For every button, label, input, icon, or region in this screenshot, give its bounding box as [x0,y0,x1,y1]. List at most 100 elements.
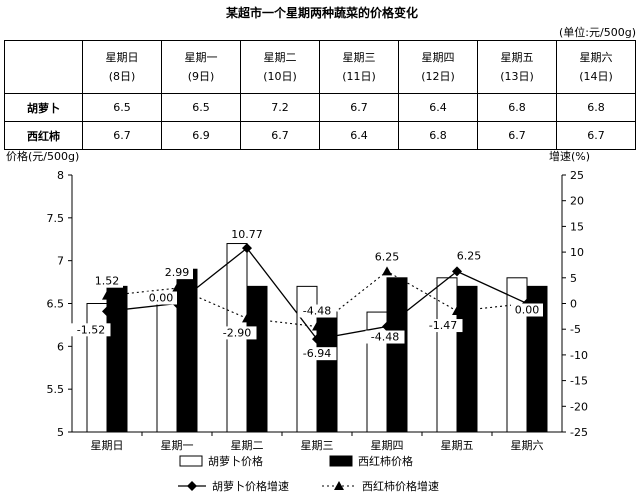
table-cell: 6.8 [556,93,636,122]
y2-tick-label: 10 [570,246,584,259]
carrot-growth-point [102,306,112,317]
data-label-bg [371,250,403,264]
tomato-growth-label: -2.90 [223,326,251,339]
y2-tick-label: -10 [570,349,588,362]
legend-carrot-price-label: 胡萝卜价格 [208,454,263,468]
y2-tick-label: -5 [570,323,581,336]
data-label-bg [297,347,337,361]
legend-tomato-price-swatch [329,455,353,467]
y2-tick-label: -15 [570,375,588,388]
day-date: (10日) [263,70,297,83]
header-cell: 星期一 (9日) [161,40,241,94]
header-cell: 星期四 (12日) [398,40,478,94]
y-tick-label: 6.5 [47,298,65,311]
row-label: 胡萝卜 [4,93,83,122]
tomato-growth-point [452,306,462,316]
price-chart: 价格(元/500g) 增速(%) 5 5.5 6 6.5 7 7.5 8 -25 -20 -15 -10… [6,149,590,493]
day-name: 星期四 [421,51,455,64]
table-row: 西红柿 6.7 6.9 6.7 6.4 6.8 6.7 6.7 [4,121,636,150]
x-tick-label: 星期日 [91,439,124,452]
y2-tick-label: 5 [570,272,577,285]
table-cell: 6.4 [398,93,478,122]
tomato-growth-point [172,283,182,293]
tomato-price-bar [526,285,548,433]
day-date: (8日) [108,70,136,83]
day-name: 星期二 [263,51,297,64]
carrot-growth-point [312,334,322,345]
x-tick-label: 星期一 [161,439,194,452]
x-tick-label: 星期四 [371,439,404,452]
day-date: (11日) [342,70,376,83]
tomato-price-bar [386,277,408,433]
tomato-growth-point [312,321,322,331]
y-tick-label: 7.5 [47,212,65,225]
y2-tick-label: 15 [570,220,584,233]
data-label-bg [365,330,405,344]
legend-carrot-growth-marker [187,481,197,491]
carrot-price-bar [506,277,528,433]
table-cell: 6.7 [319,93,399,122]
data-label-bg [297,304,337,318]
y2-tick-label: 20 [570,195,584,208]
header-cell: 星期日 (8日) [82,40,162,94]
row-label: 西红柿 [4,121,83,150]
data-label-bg [423,319,463,333]
tomato-price-bar [456,285,478,433]
tomato-price-bar [106,285,128,433]
y2-tick-label: -25 [570,426,588,439]
data-label-bg [511,303,543,317]
tomato-growth-point [102,290,112,300]
data-label-bg [145,291,177,305]
day-name: 星期日 [105,51,139,64]
day-name: 星期一 [184,51,218,64]
header-cell: 星期三 (11日) [319,40,399,94]
y-tick-label: 5 [57,426,64,439]
table-cell: 6.8 [477,93,557,122]
x-tick-label: 星期二 [231,439,264,452]
data-label-bg [71,323,111,337]
carrot-growth-label: -6.94 [303,347,331,360]
tomato-growth-label: 6.25 [375,250,400,263]
price-table: 星期日 (8日) 星期一 (9日) 星期二 (10日) 星期三 (11日) 星期四 (12… [4,40,636,150]
legend-carrot-growth-label: 胡萝卜价格增速 [212,479,289,493]
data-label-bg [227,228,267,242]
legend-carrot-price-swatch [179,455,203,467]
legend-tomato-price-label: 西红柿价格 [358,454,413,468]
table-cell: 6.7 [82,121,162,150]
x-tick-label: 星期三 [301,439,334,452]
header-cell: 星期五 (13日) [477,40,557,94]
y2-axis-title: 增速(%) [549,149,590,163]
y-axis-title: 价格(元/500g) [6,149,79,163]
page-title: 某超市一个星期两种蔬菜的价格变化 [225,6,418,20]
y-tick-label: 6 [57,340,64,353]
data-label-bg [161,266,193,280]
x-tick-label: 星期五 [441,439,474,452]
day-date: (14日) [579,70,613,83]
carrot-growth-point [382,321,392,332]
x-tick-label: 星期六 [511,439,544,452]
day-name: 星期五 [500,51,534,64]
data-label-bg [217,326,257,340]
tomato-growth-point [242,313,252,323]
carrot-growth-label: 6.25 [457,249,482,262]
table-corner-cell [4,40,83,94]
legend-tomato-growth-label: 西红柿价格增速 [362,479,439,493]
y2-tick-label: 25 [570,169,584,182]
table-cell: 6.7 [556,121,636,150]
carrot-growth-label: 10.77 [231,228,263,241]
y2-tick-label: 0 [570,298,577,311]
table-cell: 7.2 [240,93,320,122]
y-tick-label: 5.5 [47,383,65,396]
y2-tick-label: -20 [570,400,588,413]
table-header-row: 星期日 (8日) 星期一 (9日) 星期二 (10日) 星期三 (11日) 星期四 (12… [4,40,636,94]
carrot-growth-point [242,243,252,254]
day-name: 星期三 [342,51,376,64]
legend-tomato-growth-marker [334,481,344,490]
unit-label: (单位:元/500g) [559,26,636,39]
day-name: 星期六 [579,51,613,64]
tomato-price-bar [176,268,198,433]
table-cell: 6.7 [240,121,320,150]
data-label-bg [91,274,123,288]
carrot-price-bar [156,303,178,433]
header-cell: 星期二 (10日) [240,40,320,94]
